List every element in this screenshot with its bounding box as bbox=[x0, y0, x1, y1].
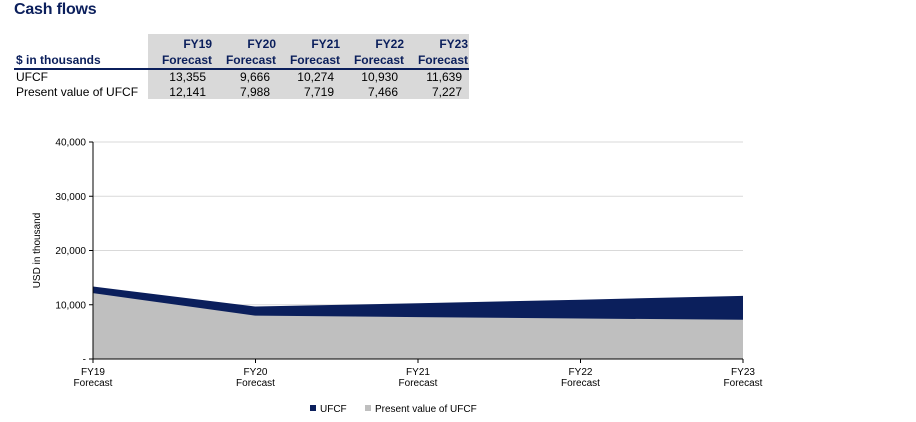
column-header-year: FY21 bbox=[311, 37, 340, 51]
column-header-year: FY22 bbox=[375, 37, 404, 51]
row-label: Present value of UFCF bbox=[16, 85, 139, 99]
column-header-fy21: FY21 Forecast bbox=[276, 36, 340, 68]
column-header-type: Forecast bbox=[225, 53, 276, 67]
column-header-type: Forecast bbox=[161, 53, 212, 67]
x-tick-label: FY19 Forecast bbox=[74, 367, 113, 389]
table-row: Present value of UFCF 12,141 7,988 7,719… bbox=[14, 85, 469, 100]
column-header-type: Forecast bbox=[417, 53, 468, 67]
x-tick-label: FY23 Forecast bbox=[724, 367, 763, 389]
y-tick-label: 10,000 bbox=[55, 300, 86, 311]
column-header-year: FY23 bbox=[439, 37, 468, 51]
column-header-fy22: FY22 Forecast bbox=[340, 36, 404, 68]
table-cell: 7,466 bbox=[367, 85, 398, 99]
legend-item-present-value: Present value of UFCF bbox=[365, 404, 477, 415]
units-label: $ in thousands bbox=[16, 53, 101, 67]
x-tick-label: FY22 Forecast bbox=[561, 367, 600, 389]
header-rule bbox=[14, 68, 469, 70]
column-header-year: FY20 bbox=[247, 37, 276, 51]
legend-item-ufcf: UFCF bbox=[310, 404, 347, 415]
x-tick-label: FY21 Forecast bbox=[399, 367, 438, 389]
table-cell: 9,666 bbox=[239, 70, 270, 84]
table-cell: 7,719 bbox=[303, 85, 334, 99]
table-cell: 12,141 bbox=[169, 85, 206, 99]
row-label: UFCF bbox=[16, 70, 48, 84]
page-title: Cash flows bbox=[14, 1, 97, 18]
legend-swatch bbox=[365, 405, 371, 412]
area-series-present-value bbox=[93, 293, 743, 359]
table-row: UFCF 13,355 9,666 10,274 10,930 11,639 bbox=[14, 70, 469, 85]
column-header-fy19: FY19 Forecast bbox=[148, 36, 212, 68]
column-header-type: Forecast bbox=[353, 53, 404, 67]
x-tick-label: FY20 Forecast bbox=[236, 367, 275, 389]
table-cell: 11,639 bbox=[426, 70, 462, 84]
y-tick-label: 20,000 bbox=[55, 246, 86, 257]
column-header-fy20: FY20 Forecast bbox=[212, 36, 276, 68]
column-header-year: FY19 bbox=[183, 37, 212, 51]
y-tick-label: 40,000 bbox=[55, 138, 86, 149]
y-tick-label: - bbox=[83, 355, 86, 366]
table-cell: 7,988 bbox=[239, 85, 270, 99]
table-shaded-area bbox=[148, 34, 469, 99]
legend-label: UFCF bbox=[320, 404, 347, 415]
column-header-fy23: FY23 Forecast bbox=[404, 36, 468, 68]
table-cell: 13,355 bbox=[169, 70, 206, 84]
table-cell: 10,930 bbox=[361, 70, 398, 84]
column-header-type: Forecast bbox=[289, 53, 340, 67]
table-cell: 10,274 bbox=[297, 70, 334, 84]
y-tick-label: 30,000 bbox=[55, 192, 86, 203]
legend-swatch bbox=[310, 405, 316, 412]
table-cell: 7,227 bbox=[431, 85, 462, 99]
y-axis-label: USD in thousand bbox=[32, 213, 43, 289]
legend-label: Present value of UFCF bbox=[375, 404, 477, 415]
